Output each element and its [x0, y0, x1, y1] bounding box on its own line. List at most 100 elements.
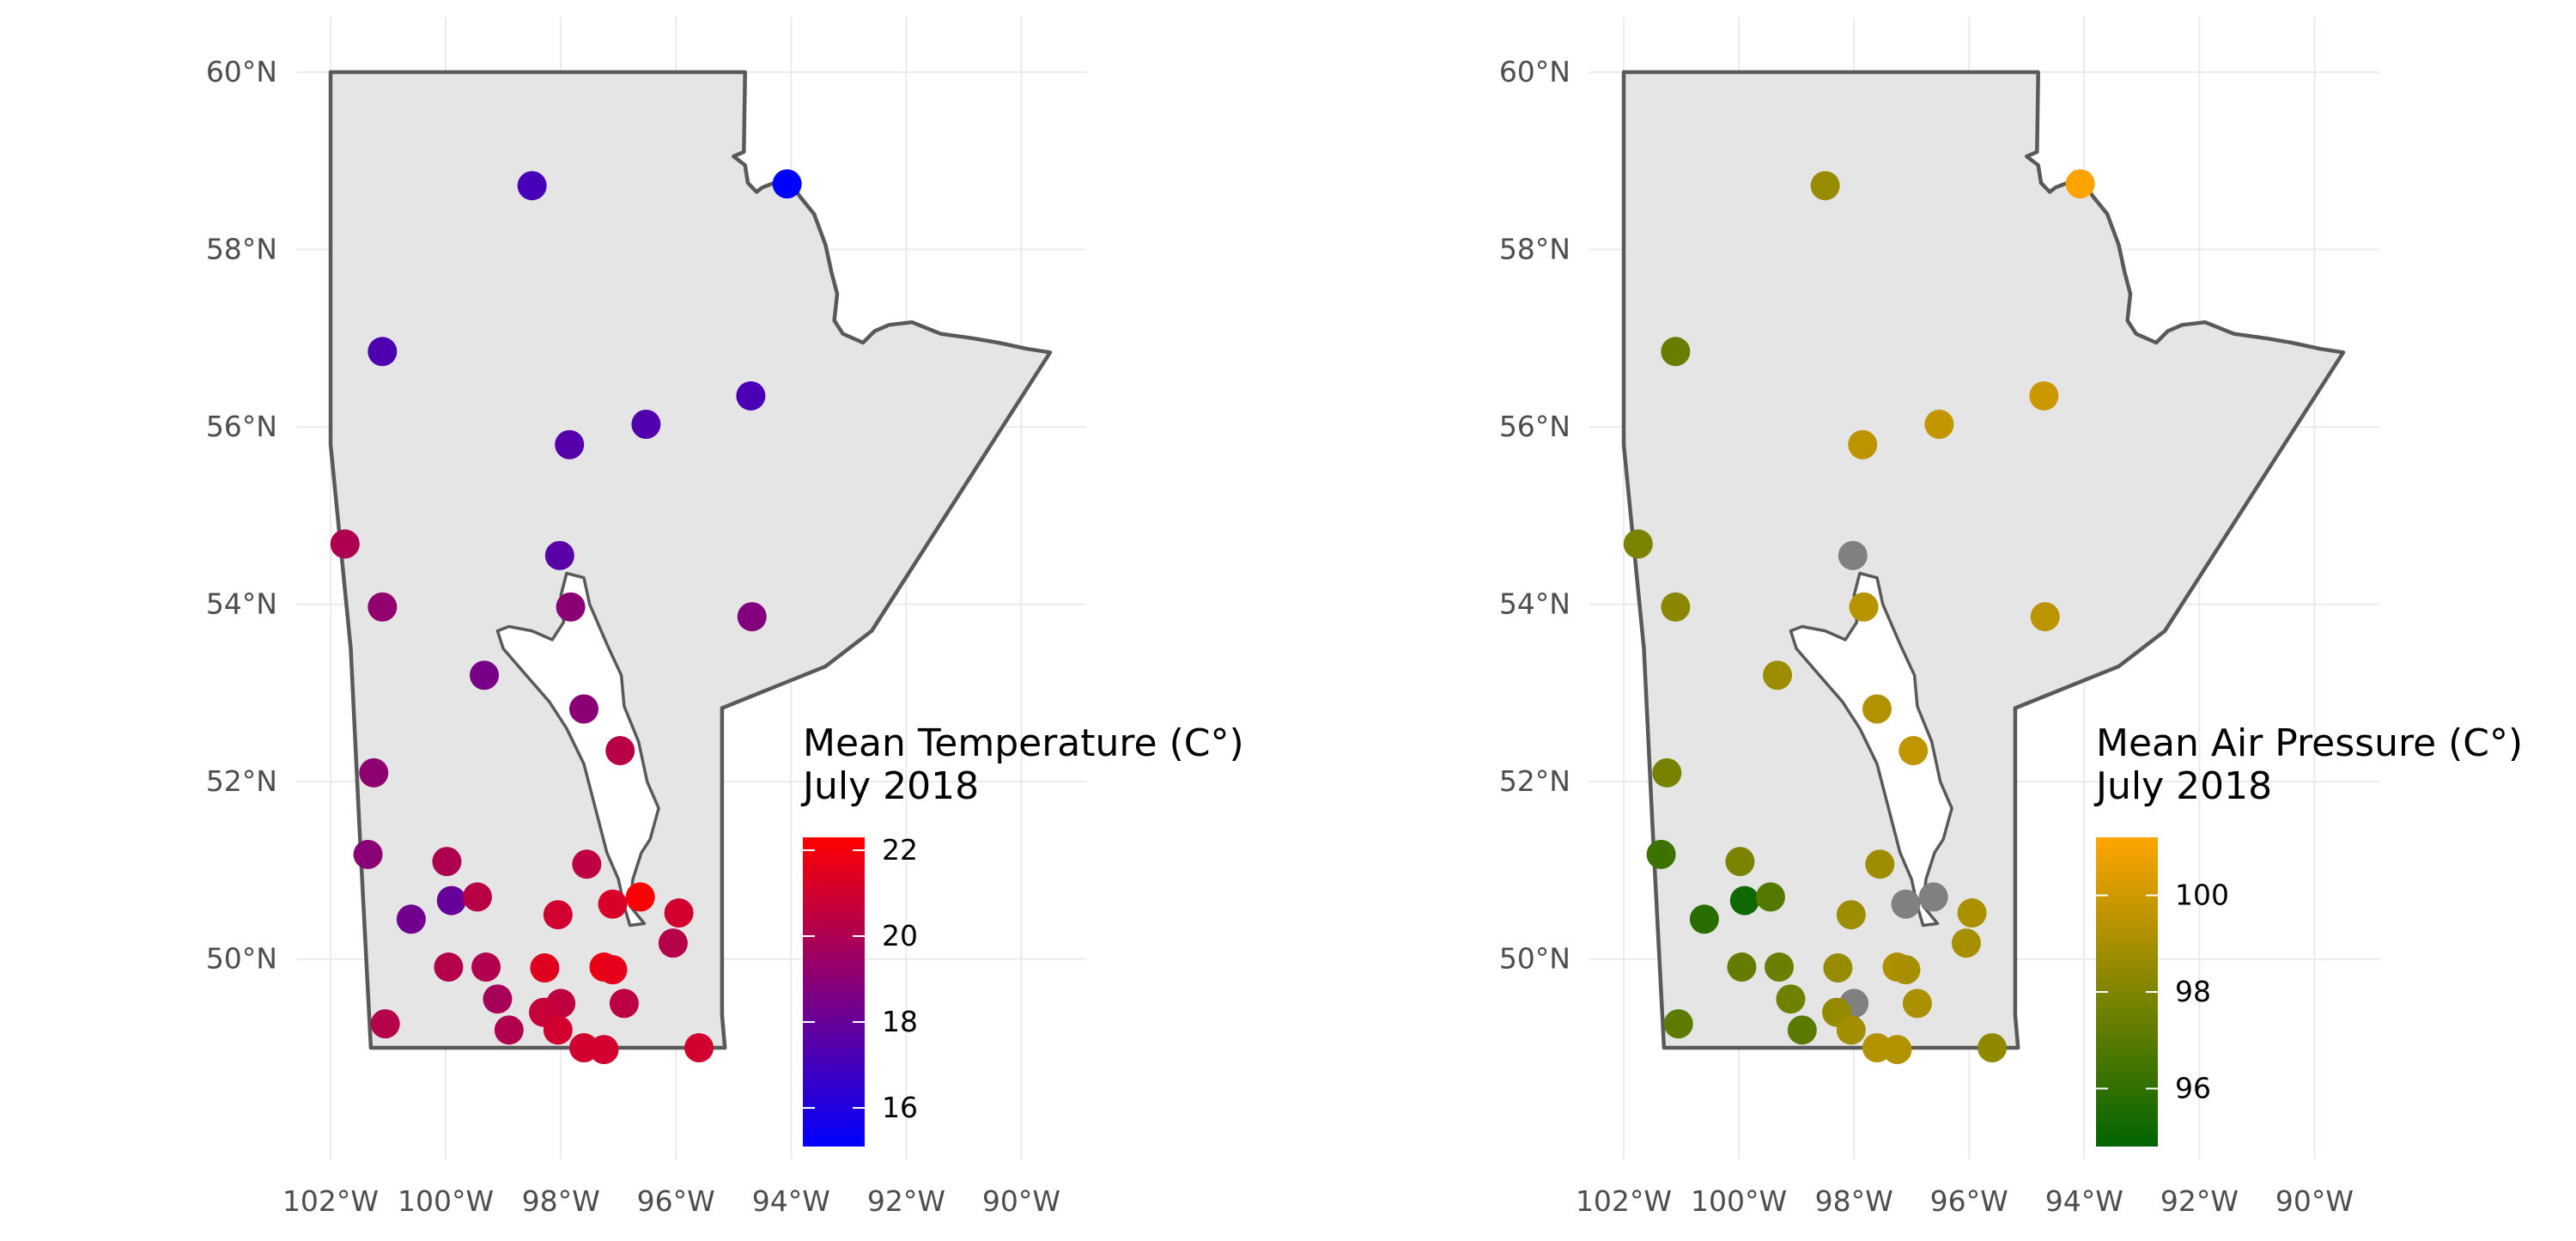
station-point: [1836, 900, 1866, 930]
legend-tick-label: 100: [2175, 879, 2229, 912]
station-point: [359, 757, 389, 788]
station-point: [1951, 928, 1981, 958]
station-point: [1729, 885, 1759, 916]
legend-title-line2: July 2018: [800, 764, 979, 808]
x-tick-label: 92°W: [867, 1184, 945, 1218]
station-point: [1957, 898, 1987, 928]
x-tick-label: 90°W: [2275, 1184, 2354, 1218]
station-point: [1661, 592, 1691, 622]
station-point: [1787, 1015, 1817, 1045]
station-point: [1899, 736, 1929, 766]
station-point: [568, 694, 598, 724]
map-panel-pressure: 50°N 52°N 54°N 56°N 58°N 60°N 102°W 100°W 98°W 96…: [1499, 17, 2523, 1218]
station-point: [1663, 1009, 1693, 1039]
station-point: [544, 540, 574, 570]
station-point: [517, 171, 547, 201]
station-point: [2030, 602, 2060, 632]
province-outline: [328, 70, 1053, 1050]
station-point: [1978, 1033, 2008, 1062]
station-point: [543, 900, 573, 930]
legend-tick-label: 18: [882, 1005, 918, 1038]
station-point: [1823, 953, 1853, 983]
station-point: [434, 952, 464, 982]
station-point: [631, 409, 661, 439]
station-point: [1810, 171, 1840, 201]
station-point: [1924, 409, 1954, 439]
station-point: [737, 602, 767, 632]
station-point: [483, 984, 513, 1014]
station-point: [658, 928, 688, 958]
station-point: [609, 989, 639, 1019]
station-point: [1865, 849, 1895, 879]
station-point: [1762, 660, 1792, 690]
station-point: [432, 847, 462, 877]
station-point: [543, 1015, 573, 1045]
x-tick-label: 102°W: [283, 1184, 379, 1218]
station-point: [494, 1015, 524, 1045]
station-point: [1623, 529, 1653, 559]
station-point: [1882, 1035, 1912, 1065]
y-tick-label: 54°N: [1499, 587, 1571, 621]
y-tick-label: 60°N: [1499, 55, 1571, 88]
station-point: [1848, 429, 1878, 459]
y-tick-label: 56°N: [1499, 410, 1571, 443]
y-tick-label: 50°N: [206, 942, 277, 976]
x-tick-label: 100°W: [1691, 1184, 1787, 1218]
x-tick-label: 96°W: [637, 1184, 715, 1218]
x-tick-label: 92°W: [2160, 1184, 2239, 1218]
province-outline: [1621, 70, 2346, 1050]
y-tick-label: 60°N: [206, 55, 277, 88]
station-point: [625, 882, 655, 912]
station-point: [471, 952, 501, 982]
station-point: [368, 337, 398, 367]
x-tick-label: 94°W: [2045, 1184, 2123, 1218]
station-point: [1862, 694, 1892, 724]
station-point: [368, 592, 398, 622]
y-tick-label: 50°N: [1499, 942, 1571, 976]
station-point: [1849, 592, 1879, 622]
station-point: [589, 1035, 619, 1065]
x-tick-label: 96°W: [1930, 1184, 2008, 1218]
station-point: [530, 953, 560, 983]
station-point: [1891, 889, 1921, 919]
y-tick-label: 52°N: [1499, 764, 1571, 798]
legend-tick-label: 16: [882, 1091, 918, 1124]
legend-title-line2: July 2018: [2093, 764, 2272, 808]
station-point: [2065, 169, 2095, 199]
station-point: [736, 380, 766, 411]
station-point: [556, 592, 586, 622]
station-point: [1891, 955, 1921, 985]
station-point: [462, 882, 492, 912]
station-point: [2029, 380, 2059, 411]
x-tick-label: 100°W: [398, 1184, 494, 1218]
station-point: [353, 839, 383, 869]
station-point: [605, 736, 635, 766]
station-point: [1838, 540, 1868, 570]
station-point: [684, 1033, 714, 1062]
legend-tick-label: 22: [882, 833, 918, 867]
station-point: [396, 904, 426, 934]
station-point: [1646, 839, 1676, 869]
station-point: [436, 885, 466, 916]
y-tick-label: 58°N: [1499, 233, 1571, 266]
x-tick-label: 98°W: [522, 1184, 600, 1218]
station-point: [1755, 882, 1785, 912]
station-point: [370, 1009, 400, 1039]
x-tick-label: 98°W: [1815, 1184, 1893, 1218]
x-tick-label: 94°W: [752, 1184, 830, 1218]
station-point: [1836, 1015, 1866, 1045]
y-tick-label: 56°N: [206, 410, 277, 443]
station-point: [772, 169, 802, 199]
station-points: [1623, 169, 2095, 1065]
station-point: [1725, 847, 1755, 877]
y-tick-label: 54°N: [206, 587, 277, 621]
station-point: [664, 898, 694, 928]
station-point: [598, 955, 628, 985]
x-tick-label: 90°W: [982, 1184, 1060, 1218]
station-point: [1765, 952, 1795, 982]
legend-tick-label: 98: [2175, 975, 2211, 1008]
legend-title-line1: Mean Temperature (C°): [803, 721, 1244, 765]
map-panel-temperature: 50°N 52°N 54°N 56°N 58°N 60°N 102°W 100°W 98°W 96…: [206, 17, 1244, 1218]
station-point: [1918, 882, 1948, 912]
